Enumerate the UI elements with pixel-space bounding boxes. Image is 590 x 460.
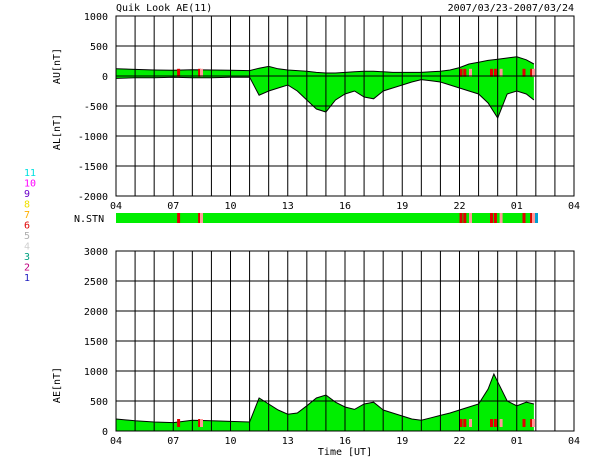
au-al-xtick-label: 22 <box>453 201 465 212</box>
au-al-marker <box>522 68 526 77</box>
station-strip-marker <box>469 213 472 223</box>
au-al-xtick-label: 07 <box>167 201 179 212</box>
station-strip-marker <box>530 213 534 223</box>
ae-marker <box>499 419 503 427</box>
ae-xtick-label: 04 <box>110 436 122 447</box>
station-strip-marker <box>463 213 467 223</box>
station-legend-item: 5 <box>24 231 30 242</box>
ae-ytick-label: 1000 <box>84 367 108 378</box>
au-al-marker <box>463 68 467 77</box>
au-al-ytick-label: 0 <box>102 72 108 83</box>
ae-marker <box>469 419 472 427</box>
ae-marker <box>522 419 526 427</box>
ae-xtick-label: 01 <box>511 436 523 447</box>
al-axis-label: AL[nT] <box>52 114 63 150</box>
au-al-marker <box>459 68 463 77</box>
au-al-ytick-label: 500 <box>90 42 108 53</box>
chart-title: Quik Look AE(11) <box>116 3 212 14</box>
station-strip-marker <box>198 213 202 223</box>
ae-marker <box>198 419 202 427</box>
au-al-marker <box>200 68 203 77</box>
ae-marker <box>493 419 497 427</box>
ae-xtick-label: 16 <box>339 436 351 447</box>
ae-xtick-label: 22 <box>453 436 465 447</box>
au-al-xtick-label: 10 <box>224 201 236 212</box>
au-al-xtick-label: 13 <box>282 201 294 212</box>
ae-marker <box>490 419 493 427</box>
au-al-ytick-label: -500 <box>84 102 108 113</box>
ae-marker <box>532 419 535 427</box>
ae-ytick-label: 500 <box>90 397 108 408</box>
ae-xtick-label: 04 <box>568 436 580 447</box>
station-legend-item: 10 <box>24 179 36 190</box>
au-al-marker <box>198 68 202 77</box>
date-range: 2007/03/23-2007/03/24 <box>448 3 574 14</box>
au-al-al-line <box>115 76 535 120</box>
au-al-marker <box>530 68 534 77</box>
ae-ytick-label: 3000 <box>84 247 108 258</box>
au-al-marker <box>532 68 535 77</box>
ae-marker <box>177 419 181 427</box>
au-al-ytick-label: -1000 <box>78 132 108 143</box>
station-legend-item: 9 <box>24 189 30 200</box>
ae-xtick-label: 07 <box>167 436 179 447</box>
au-al-ytick-label: -1500 <box>78 162 108 173</box>
station-strip-marker <box>535 213 538 223</box>
au-al-xtick-label: 01 <box>511 201 523 212</box>
ae-marker <box>463 419 467 427</box>
station-legend-item: 3 <box>24 252 30 263</box>
ae-ytick-label: 1500 <box>84 337 108 348</box>
ae-ytick-label: 2500 <box>84 277 108 288</box>
au-al-xtick-label: 16 <box>339 201 351 212</box>
station-legend-item: 2 <box>24 263 30 274</box>
au-al-marker <box>469 68 472 77</box>
ae-marker <box>530 419 534 427</box>
station-strip-bar <box>116 213 537 223</box>
au-axis-label: AU[nT] <box>52 48 63 84</box>
ae-xtick-label: 13 <box>282 436 294 447</box>
au-al-ytick-label: 1000 <box>84 12 108 23</box>
station-strip-marker <box>493 213 497 223</box>
au-al-xtick-label: 19 <box>396 201 408 212</box>
ae-ytick-label: 0 <box>102 427 108 438</box>
station-legend-item: 11 <box>24 168 36 179</box>
au-al-xtick-label: 04 <box>568 201 580 212</box>
ae-ytick-label: 2000 <box>84 307 108 318</box>
ae-fill-area <box>116 374 534 431</box>
station-legend-item: 8 <box>24 200 30 211</box>
station-legend-item: 1 <box>24 273 30 284</box>
station-strip-marker <box>522 213 526 223</box>
nstn-label: N.STN <box>74 214 104 225</box>
au-al-marker <box>490 68 493 77</box>
station-strip-marker <box>490 213 493 223</box>
station-strip-panel <box>116 213 538 223</box>
au-al-ytick-label: -2000 <box>78 192 108 203</box>
station-strip-marker <box>532 213 535 223</box>
ae-xtick-label: 10 <box>224 436 236 447</box>
x-axis-label: Time [UT] <box>318 447 372 458</box>
au-al-marker <box>499 68 503 77</box>
au-al-marker <box>177 68 181 77</box>
station-legend-item: 6 <box>24 221 30 232</box>
ae-xtick-label: 19 <box>396 436 408 447</box>
au-al-au-line <box>115 56 535 74</box>
station-strip-marker <box>200 213 203 223</box>
station-legend-item: 4 <box>24 242 30 253</box>
au-al-marker <box>493 68 497 77</box>
au-al-xtick-label: 04 <box>110 201 122 212</box>
station-strip-marker <box>177 213 181 223</box>
station-legend-item: 7 <box>24 210 30 221</box>
station-strip-marker <box>499 213 503 223</box>
station-strip-marker <box>459 213 463 223</box>
ae-marker <box>200 419 203 427</box>
ae-axis-label: AE[nT] <box>52 367 63 403</box>
ae-marker <box>459 419 463 427</box>
